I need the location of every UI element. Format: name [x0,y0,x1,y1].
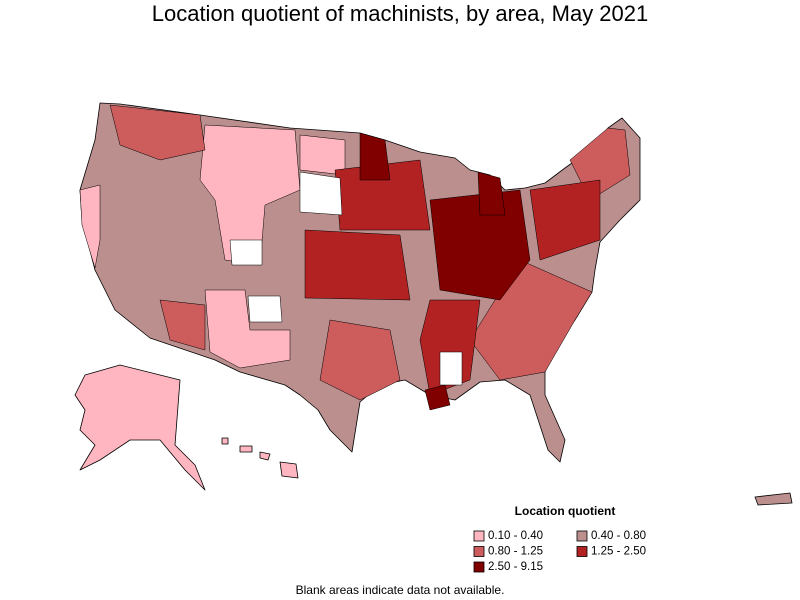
region [159,299,206,351]
footnote: Blank areas indicate data not available. [296,583,505,597]
region [299,134,346,176]
blank-region [439,351,463,386]
region [221,437,229,445]
region [239,445,253,453]
legend-swatch [473,546,485,557]
region [429,189,531,301]
region [419,299,481,396]
us-map [74,102,793,506]
region [754,492,793,506]
blank-region [229,239,263,266]
region [79,184,101,269]
region [304,229,411,301]
blank-region [247,295,283,323]
region [529,179,601,261]
region [424,384,451,411]
legend-swatch [576,546,588,557]
region [259,451,271,461]
region [319,319,401,401]
legend-label: 2.50 - 9.15 [488,561,543,573]
legend-swatch [473,561,485,573]
region [109,104,206,161]
region [477,171,506,216]
legend-label: 0.10 - 0.40 [488,530,543,542]
legend: 0.10 - 0.40 0.40 - 0.80 0.80 - 1.25 1.25 - … [473,530,646,573]
region [74,364,206,491]
region [359,132,391,181]
legend-title: Location quotient [515,504,616,518]
legend-label: 1.25 - 2.50 [591,546,646,558]
legend-swatch [576,530,588,542]
legend-label: 0.80 - 1.25 [488,546,543,558]
region [204,289,291,369]
blank-region [299,171,343,216]
legend-label: 0.40 - 0.80 [591,530,646,542]
map-title: Location quotient of machinists, by area… [152,1,649,26]
region [279,461,299,479]
legend-swatch [473,530,485,542]
